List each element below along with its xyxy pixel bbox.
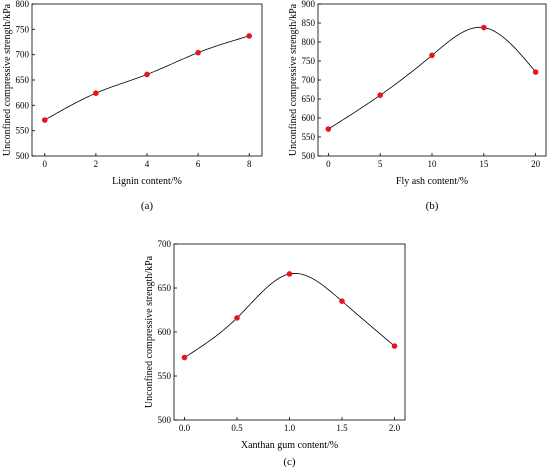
y-tick-label: 500 [302,151,316,161]
chart-panel: 500 550 600 650 700 750 800 0 2 4 6 8 Lignin content… [2,0,263,212]
x-tick-label: 6 [196,159,201,169]
y-axis-label: Unconfined compressive strength/kPa [288,3,299,156]
data-point [532,69,539,75]
y-tick-label: 750 [16,24,30,34]
x-tick-label: 10 [428,159,438,169]
y-tick-label: 700 [158,239,172,249]
y-tick-label: 700 [302,75,316,85]
data-point [325,126,332,132]
x-tick-label: 20 [531,159,541,169]
data-point [391,343,398,349]
y-tick-label: 500 [16,151,30,161]
plot-frame [317,3,547,157]
y-tick-label: 800 [16,0,30,9]
y-tick-label: 500 [158,415,172,425]
chart-panel: 500 550 600 650 700 0.0 0.5 1.0 1.5 2.0 Xanthan gu… [144,239,406,468]
data-point [377,92,383,98]
data-point [144,71,150,78]
x-tick-label: 0 [326,159,331,169]
y-tick-label: 600 [302,113,316,123]
panel-label: (a) [141,200,154,212]
y-tick-label: 600 [16,100,30,110]
y-tick-label: 800 [302,37,316,47]
x-axis-label: Fly ash content/% [396,176,468,187]
data-point [286,271,293,277]
x-tick-label: 0 [43,159,48,169]
y-axis-label: Unconfined compressive strength/kPa [2,3,13,156]
x-tick-label: 4 [145,159,150,169]
y-axis-label: Unconfined compressive strength/kPa [144,255,155,408]
panel-label: (c) [283,456,296,468]
y-tick-label: 650 [302,94,316,104]
x-tick-label: 2 [94,159,99,169]
series-line [328,26,536,130]
y-tick-label: 750 [302,56,316,66]
data-point [339,298,345,305]
data-point [234,315,240,321]
x-tick-label: 8 [247,159,252,169]
y-tick-label: 550 [158,371,172,381]
x-tick-label: 1.0 [284,423,296,433]
data-point [41,117,48,123]
data-point [429,52,435,59]
x-tick-label: 5 [378,159,383,169]
y-tick-label: 650 [158,283,172,293]
series-line [44,35,250,121]
data-point [93,90,99,96]
y-tick-label: 700 [16,50,30,60]
y-tick-label: 850 [302,18,316,28]
x-axis-label: Xanthan gum content/% [241,440,338,451]
plot-frame [173,243,406,421]
chart-panel: 500 550 600 650 700 750 800 850 900 0 5 10 15 20 Fly a… [288,0,547,212]
data-point [246,33,253,39]
y-tick-label: 900 [302,0,316,9]
x-tick-label: 0.5 [231,423,243,433]
data-point [181,354,188,361]
y-tick-label: 550 [16,126,30,136]
series-line [184,272,395,358]
x-tick-label: 1.5 [336,423,348,433]
x-tick-label: 15 [479,159,489,169]
plot-frame [31,3,263,157]
x-axis-label: Lignin content/% [112,176,182,187]
x-tick-label: 2.0 [389,423,401,433]
y-tick-label: 650 [16,75,30,85]
data-point [481,24,487,31]
y-tick-label: 550 [302,132,316,142]
x-tick-label: 0.0 [179,423,191,433]
y-tick-label: 600 [158,327,172,337]
panel-label: (b) [426,200,439,212]
data-point [195,49,201,56]
